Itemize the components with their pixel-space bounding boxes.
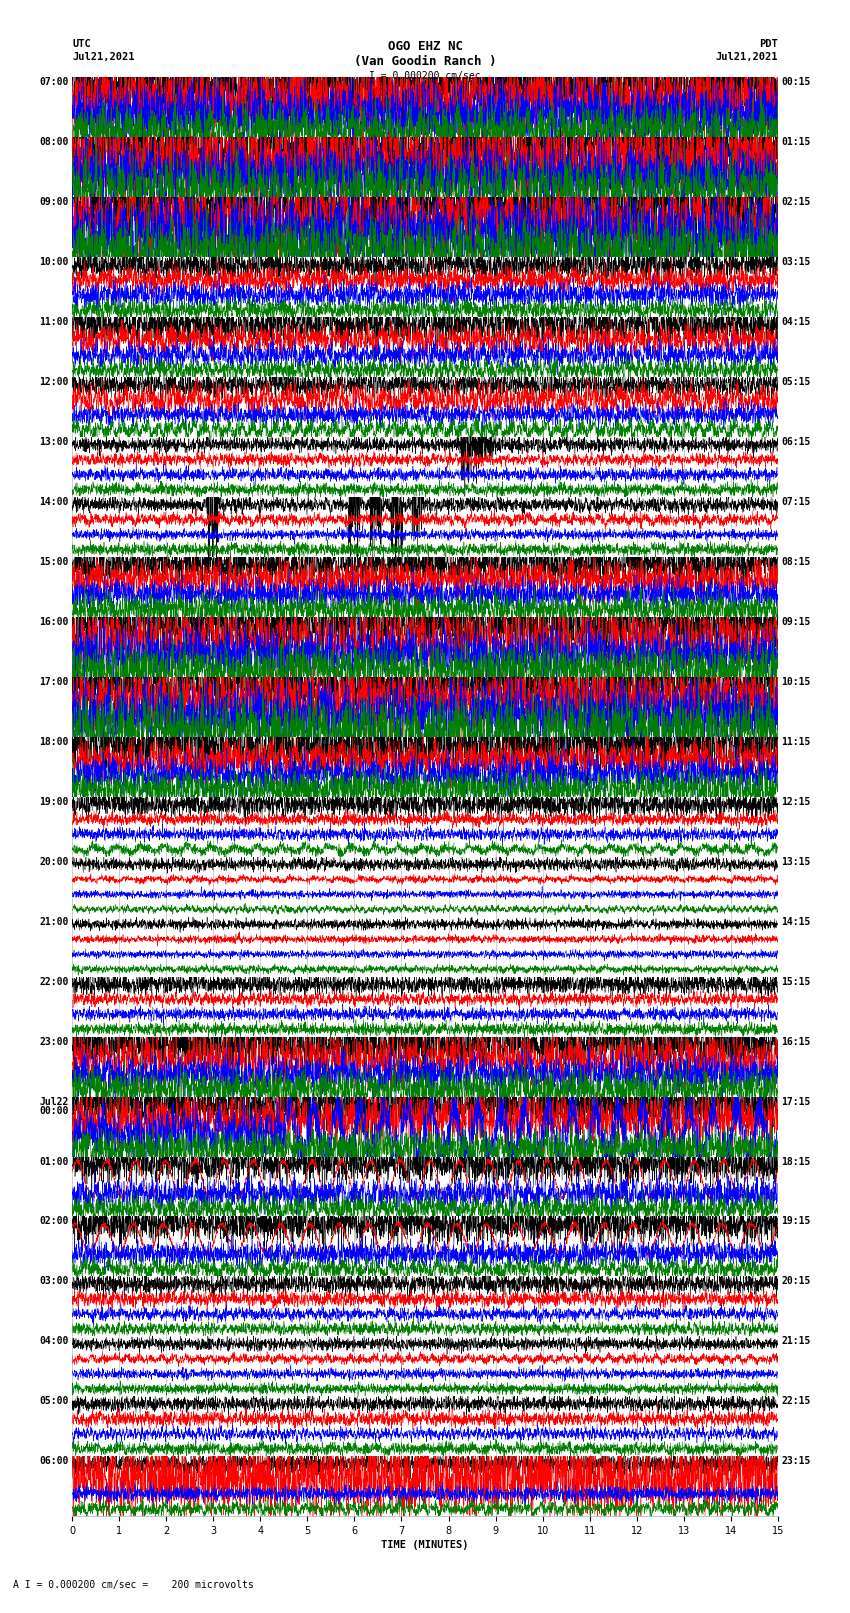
Text: 13:00: 13:00 xyxy=(39,437,69,447)
Text: I = 0.000200 cm/sec: I = 0.000200 cm/sec xyxy=(369,71,481,81)
Text: 17:15: 17:15 xyxy=(781,1097,811,1107)
Text: UTC: UTC xyxy=(72,39,91,48)
Text: 02:00: 02:00 xyxy=(39,1216,69,1226)
Text: 01:15: 01:15 xyxy=(781,137,811,147)
Text: 12:15: 12:15 xyxy=(781,797,811,806)
Text: 05:00: 05:00 xyxy=(39,1397,69,1407)
Text: 08:15: 08:15 xyxy=(781,556,811,568)
Text: 06:00: 06:00 xyxy=(39,1457,69,1466)
Text: 16:15: 16:15 xyxy=(781,1037,811,1047)
Text: 07:15: 07:15 xyxy=(781,497,811,506)
Text: 01:00: 01:00 xyxy=(39,1157,69,1166)
Text: 04:00: 04:00 xyxy=(39,1336,69,1347)
Text: 10:00: 10:00 xyxy=(39,258,69,268)
Text: Jul22
00:00: Jul22 00:00 xyxy=(39,1097,69,1116)
Text: 16:00: 16:00 xyxy=(39,618,69,627)
Text: 17:00: 17:00 xyxy=(39,677,69,687)
Text: 09:15: 09:15 xyxy=(781,618,811,627)
Text: 11:15: 11:15 xyxy=(781,737,811,747)
Text: 11:00: 11:00 xyxy=(39,318,69,327)
Text: A I = 0.000200 cm/sec =    200 microvolts: A I = 0.000200 cm/sec = 200 microvolts xyxy=(13,1581,253,1590)
Text: 15:15: 15:15 xyxy=(781,977,811,987)
Text: 08:00: 08:00 xyxy=(39,137,69,147)
Text: 21:00: 21:00 xyxy=(39,916,69,927)
Text: 23:15: 23:15 xyxy=(781,1457,811,1466)
Text: 23:00: 23:00 xyxy=(39,1037,69,1047)
Text: 03:15: 03:15 xyxy=(781,258,811,268)
Text: 09:00: 09:00 xyxy=(39,197,69,208)
Text: 15:00: 15:00 xyxy=(39,556,69,568)
Text: 22:00: 22:00 xyxy=(39,977,69,987)
Text: 18:15: 18:15 xyxy=(781,1157,811,1166)
Text: 06:15: 06:15 xyxy=(781,437,811,447)
Text: 21:15: 21:15 xyxy=(781,1336,811,1347)
Text: 07:00: 07:00 xyxy=(39,77,69,87)
Text: 00:15: 00:15 xyxy=(781,77,811,87)
Text: 10:15: 10:15 xyxy=(781,677,811,687)
Text: 19:00: 19:00 xyxy=(39,797,69,806)
Text: (Van Goodin Ranch ): (Van Goodin Ranch ) xyxy=(354,55,496,68)
Text: PDT: PDT xyxy=(759,39,778,48)
Text: 05:15: 05:15 xyxy=(781,377,811,387)
Text: 13:15: 13:15 xyxy=(781,857,811,866)
Text: 12:00: 12:00 xyxy=(39,377,69,387)
Text: Jul21,2021: Jul21,2021 xyxy=(72,52,135,61)
Text: 19:15: 19:15 xyxy=(781,1216,811,1226)
Text: 02:15: 02:15 xyxy=(781,197,811,208)
Text: 04:15: 04:15 xyxy=(781,318,811,327)
Text: 14:15: 14:15 xyxy=(781,916,811,927)
Text: 18:00: 18:00 xyxy=(39,737,69,747)
Text: 20:00: 20:00 xyxy=(39,857,69,866)
Text: 20:15: 20:15 xyxy=(781,1276,811,1287)
Text: 22:15: 22:15 xyxy=(781,1397,811,1407)
Text: 14:00: 14:00 xyxy=(39,497,69,506)
Text: 03:00: 03:00 xyxy=(39,1276,69,1287)
X-axis label: TIME (MINUTES): TIME (MINUTES) xyxy=(382,1540,468,1550)
Text: Jul21,2021: Jul21,2021 xyxy=(715,52,778,61)
Text: OGO EHZ NC: OGO EHZ NC xyxy=(388,40,462,53)
